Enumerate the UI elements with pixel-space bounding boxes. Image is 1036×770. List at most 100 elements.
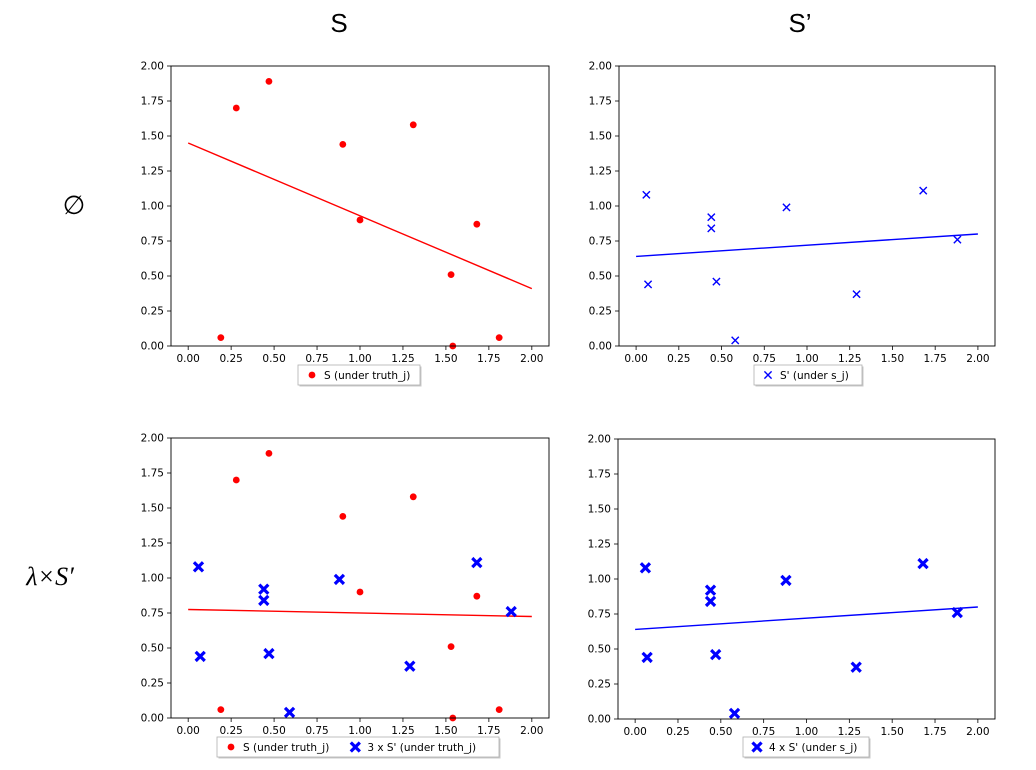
data-point	[232, 104, 240, 112]
legend-marker	[751, 741, 763, 753]
x-tick-label: 0.00	[623, 726, 646, 738]
data-point	[471, 556, 483, 569]
data-point	[917, 557, 929, 570]
y-tick-label: 1.25	[588, 539, 611, 551]
chart-panels: 0.00 0.25 0.50 0.75 1.00 1.25 1.50 1.75 2.00 0.00…	[141, 61, 996, 759]
y-tick-label: 0.75	[588, 609, 611, 621]
x-tick-label: 0.75	[753, 353, 776, 365]
y-tick-label: 1.25	[141, 166, 164, 178]
chart-panel-top-right: 0.00 0.25 0.50 0.75 1.00 1.25 1.50 1.75 2.00 0.00…	[589, 61, 996, 387]
data-point	[731, 336, 740, 345]
legend-box	[216, 736, 500, 758]
legend-label: 3 x S' (under truth_j)	[367, 742, 476, 754]
y-tick-label: 0.75	[141, 236, 164, 248]
x-tick-label: 1.50	[881, 353, 904, 365]
legend-box	[742, 736, 870, 758]
x-tick-label: 0.00	[176, 353, 199, 365]
x-tick-label: 0.00	[176, 725, 199, 737]
y-tick-label: 1.75	[141, 468, 164, 480]
data-point	[951, 606, 963, 619]
x-tick-label: 0.75	[305, 725, 328, 737]
axes-frame	[618, 65, 996, 347]
y-tick-label: 1.25	[589, 166, 612, 178]
y-tick-label: 0.00	[141, 341, 164, 353]
x-tick-label: 0.50	[262, 353, 285, 365]
legend: S (under truth_j) 3 x S' (under truth_j)	[216, 736, 501, 759]
x-tick-label: 1.50	[434, 725, 457, 737]
y-tick-label: 0.50	[589, 271, 612, 283]
y-tick-label: 1.00	[589, 201, 612, 213]
x-tick-label: 1.25	[391, 725, 414, 737]
y-tick-label: 0.75	[141, 608, 164, 620]
fit-line	[187, 142, 533, 290]
x-tick-label: 1.50	[880, 726, 903, 738]
x-tick-label: 0.50	[710, 353, 733, 365]
data-point	[850, 661, 862, 673]
data-point	[356, 216, 364, 224]
legend-marker	[763, 370, 773, 380]
y-tick-label: 1.00	[588, 574, 611, 586]
y-tick-label: 1.50	[589, 131, 612, 143]
data-point	[919, 186, 928, 195]
data-point	[409, 121, 417, 129]
x-tick-label: 1.25	[838, 726, 861, 738]
x-tick-label: 0.25	[219, 353, 242, 365]
data-point	[639, 562, 652, 574]
y-tick-label: 1.50	[588, 504, 611, 516]
legend-label: S (under truth_j)	[324, 370, 410, 382]
x-tick-label: 2.00	[966, 726, 989, 738]
legend-label: S (under truth_j)	[243, 742, 329, 754]
y-tick-label: 1.50	[141, 131, 164, 143]
fit-line	[188, 608, 532, 618]
data-point	[217, 334, 225, 341]
data-point	[704, 584, 717, 596]
y-tick-label: 2.00	[141, 433, 164, 445]
fit-line	[636, 233, 978, 258]
x-tick-label: 0.25	[666, 726, 689, 738]
y-tick-label: 0.50	[588, 644, 611, 656]
axes-frame	[617, 438, 996, 720]
row-title-lambda-s-prime: λ×S′	[25, 562, 74, 591]
data-point	[782, 203, 791, 212]
y-tick-label: 1.75	[589, 96, 612, 108]
data-point	[710, 648, 722, 661]
y-tick-label: 1.00	[141, 573, 164, 585]
data-point	[283, 706, 296, 719]
y-tick-label: 0.75	[589, 236, 612, 248]
data-point	[192, 561, 205, 573]
data-point	[728, 707, 741, 720]
data-point	[473, 220, 481, 228]
y-tick-label: 0.25	[589, 306, 612, 318]
legend-label: S' (under s_j)	[780, 370, 849, 382]
x-tick-label: 1.25	[391, 353, 414, 365]
data-point	[495, 706, 503, 713]
x-tick-label: 1.75	[477, 725, 500, 737]
x-tick-label: 0.25	[219, 725, 242, 737]
x-tick-label: 0.50	[262, 725, 285, 737]
y-tick-label: 1.00	[141, 201, 164, 213]
x-tick-label: 1.00	[348, 725, 371, 737]
x-tick-label: 2.00	[520, 725, 543, 737]
data-point	[232, 476, 240, 484]
legend-box	[753, 364, 863, 386]
y-tick-label: 1.75	[141, 96, 164, 108]
data-point	[258, 594, 270, 607]
x-tick-label: 1.00	[795, 726, 818, 738]
x-tick-label: 1.50	[434, 353, 457, 365]
x-tick-label: 1.75	[477, 353, 500, 365]
x-tick-label: 1.75	[923, 353, 946, 365]
row-title-lambda-part: λ×	[25, 562, 55, 591]
data-point	[712, 277, 721, 286]
x-tick-label: 0.75	[305, 353, 328, 365]
legend-label: 4 x S' (under s_j)	[769, 742, 857, 754]
row-title-empty-set: ∅	[63, 191, 86, 221]
y-tick-label: 0.00	[141, 713, 164, 725]
y-tick-label: 2.00	[141, 61, 164, 73]
data-point	[707, 224, 716, 233]
data-point	[707, 213, 716, 222]
x-tick-label: 1.25	[838, 353, 861, 365]
legend-marker	[227, 743, 235, 751]
data-point	[339, 513, 347, 520]
y-tick-label: 0.25	[141, 678, 164, 690]
